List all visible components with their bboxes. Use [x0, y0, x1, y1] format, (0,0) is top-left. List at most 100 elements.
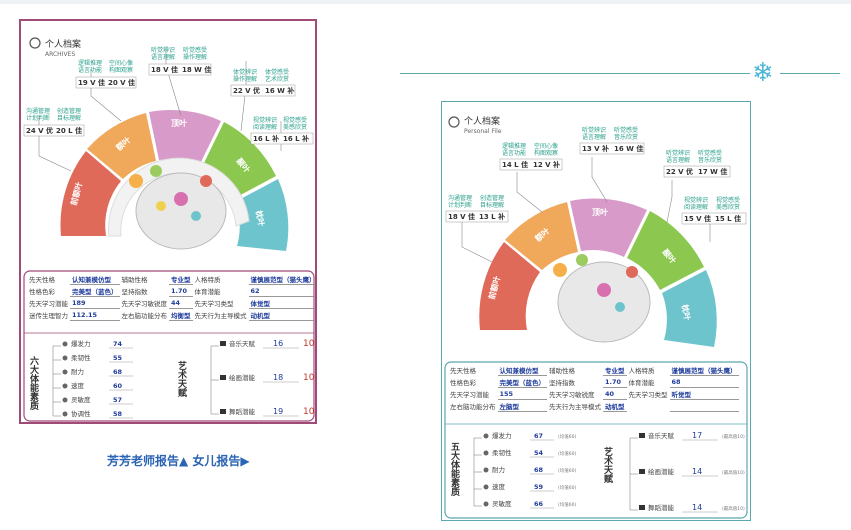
info-row: 先天性格 认知兼模仿型 辅助性格 专业型 人格特质 谨慎展范型（猫头鹰） — [448, 364, 739, 376]
quality-value: 60 — [113, 382, 123, 390]
score-value: 18 V 佳 — [151, 65, 178, 74]
lobe-segment-parietal — [570, 198, 647, 257]
five-qualities-title: 五大体能素质 — [449, 442, 460, 497]
quality-label: 速度 — [492, 482, 506, 491]
piano-icon — [220, 341, 226, 346]
svg-text:视觉辨识: 视觉辨识 — [253, 116, 277, 124]
svg-text:体觉感受: 体觉感受 — [265, 68, 289, 76]
sport-icon — [483, 467, 489, 473]
art-max: (最高值10) — [722, 433, 745, 440]
sport-icon — [62, 411, 68, 417]
svg-text:构图观察: 构图观察 — [534, 149, 558, 157]
info-value: 1.70 — [603, 375, 627, 388]
brain-diagram: 前额叶 额叶 顶叶 颞叶 枕叶 沟通管理 计划判断 创造管理 目标理解 18 V… — [444, 116, 748, 519]
gear-icon — [200, 175, 212, 187]
info-row: 先天性格 认知兼模仿型 辅助性格 专业型 人格特质 谨慎展范型（猫头鹰） — [27, 273, 315, 285]
svg-text:美感欣赏: 美感欣赏 — [716, 203, 740, 211]
svg-text:视觉感受: 视觉感受 — [716, 196, 740, 204]
info-label: 性格色彩 — [450, 378, 476, 387]
lobe-segment-frontal — [60, 151, 121, 236]
quality-value: 68 — [113, 368, 123, 376]
gear-icon — [626, 266, 638, 278]
info-table: 先天性格 认知兼模仿型 辅助性格 专业型 人格特质 谨慎展范型（猫头鹰） 性格色彩 完美型（蓝… — [27, 273, 315, 321]
quality-label: 爆发力 — [71, 339, 91, 348]
gear-icon — [156, 201, 166, 211]
info-label: 先天学习潜能 — [29, 299, 68, 308]
quality-label: 爆发力 — [492, 431, 512, 440]
svg-text:计划判断: 计划判断 — [26, 114, 50, 122]
sport-icon — [62, 397, 68, 403]
info-value: 均衡型 — [169, 308, 193, 321]
archive-card-teacher: 前额叶 额叶 顶叶 颞叶 枕叶 沟通管理 计划判断 创造管理 目标理解 24 V… — [19, 19, 317, 424]
card-subtitle: Personal File — [464, 128, 502, 135]
svg-text:音乐欣赏: 音乐欣赏 — [614, 133, 638, 141]
svg-text:语言理解: 语言理解 — [666, 156, 690, 164]
svg-text:构图观察: 构图观察 — [109, 66, 133, 74]
svg-text:创造管理: 创造管理 — [480, 194, 504, 202]
score-value: 13 L 补 — [479, 212, 505, 221]
info-value: 动机型 — [603, 399, 627, 412]
art-max: (最高值10) — [722, 505, 745, 512]
score-value: 16 L 补 — [283, 134, 309, 143]
info-label: 迷传生理智力 — [29, 311, 68, 320]
svg-text:目标理解: 目标理解 — [57, 114, 81, 122]
lobe-segment-temporal — [627, 211, 704, 290]
info-label: 性格色彩 — [29, 287, 55, 296]
art-max: (最高值10) — [722, 469, 745, 476]
svg-text:阅读理解: 阅读理解 — [253, 123, 277, 131]
quality-value: 66 — [534, 500, 544, 508]
info-value: 68 — [669, 375, 739, 388]
score-value: 16 W 佳 — [614, 144, 643, 153]
art-talent-title: 艺术天赋 — [176, 360, 188, 398]
svg-text:视觉感受: 视觉感受 — [283, 116, 307, 124]
info-table: 先天性格 认知兼模仿型 辅助性格 专业型 人格特质 谨慎展范型（猫头鹰） 性格色彩 完美型（蓝… — [448, 364, 739, 412]
art-label: 绘画潜能 — [229, 373, 256, 382]
info-label: 先天行为主导模式 — [194, 311, 247, 320]
score-value: 22 V 优 — [233, 86, 260, 95]
art-label: 音乐天赋 — [648, 431, 675, 440]
svg-text:听觉辨识: 听觉辨识 — [666, 149, 690, 157]
art-talent-title: 艺术天赋 — [602, 446, 614, 484]
info-value — [669, 399, 739, 412]
svg-text:听觉感受: 听觉感受 — [183, 46, 207, 54]
archive-card-daughter: 前额叶 额叶 顶叶 颞叶 枕叶 沟通管理 计划判断 创造管理 目标理解 18 V… — [441, 101, 751, 521]
svg-text:操作理解: 操作理解 — [233, 75, 257, 83]
score-value: 14 L 佳 — [502, 160, 528, 169]
score-value: 17 W 佳 — [698, 167, 727, 176]
svg-text:艺术天赋: 艺术天赋 — [602, 446, 614, 484]
art-label: 舞蹈潜能 — [648, 503, 675, 512]
info-label: 先天学习类型 — [194, 299, 234, 308]
sport-icon — [62, 369, 68, 375]
art-label: 绘画潜能 — [648, 467, 675, 476]
quality-value: 74 — [113, 340, 123, 348]
svg-text:沟通管理: 沟通管理 — [26, 107, 50, 115]
info-value: 专业型 — [169, 273, 193, 285]
info-value: 专业型 — [603, 364, 627, 376]
sport-icon — [483, 433, 489, 439]
quality-label: 耐力 — [71, 367, 84, 376]
info-label: 人格特质 — [628, 366, 655, 375]
lobe-label: 顶叶 — [592, 207, 608, 217]
svg-text:语言理解: 语言理解 — [582, 133, 606, 141]
svg-text:艺术欣赏: 艺术欣赏 — [265, 75, 289, 83]
lobe-segment-parietal — [149, 110, 221, 166]
piano-icon — [639, 433, 645, 438]
snowflake-icon: ❄ — [752, 58, 774, 88]
svg-text:艺术天赋: 艺术天赋 — [176, 360, 188, 398]
lobe-segment-occipital — [235, 179, 289, 251]
quality-value: 58 — [113, 410, 123, 418]
quality-value: 68 — [534, 466, 544, 474]
gear-icon — [174, 192, 188, 206]
lobe-segment-prefrontal — [87, 113, 156, 179]
info-label: 先天性格 — [29, 275, 55, 284]
quality-label: 协调性 — [71, 409, 91, 418]
score-value: 13 V 补 — [582, 144, 609, 153]
info-label: 人格特质 — [194, 275, 221, 284]
info-label: 先天学习类型 — [628, 390, 668, 399]
six-qualities-title: 六大体能素质 — [28, 355, 39, 411]
info-value: 认知兼模仿型 — [70, 273, 120, 285]
info-value: 完美型（蓝色） — [70, 284, 120, 297]
info-label: 体育潜能 — [628, 378, 655, 387]
svg-text:听觉辨识: 听觉辨识 — [151, 46, 175, 54]
svg-text:听觉感受: 听觉感受 — [698, 149, 722, 157]
